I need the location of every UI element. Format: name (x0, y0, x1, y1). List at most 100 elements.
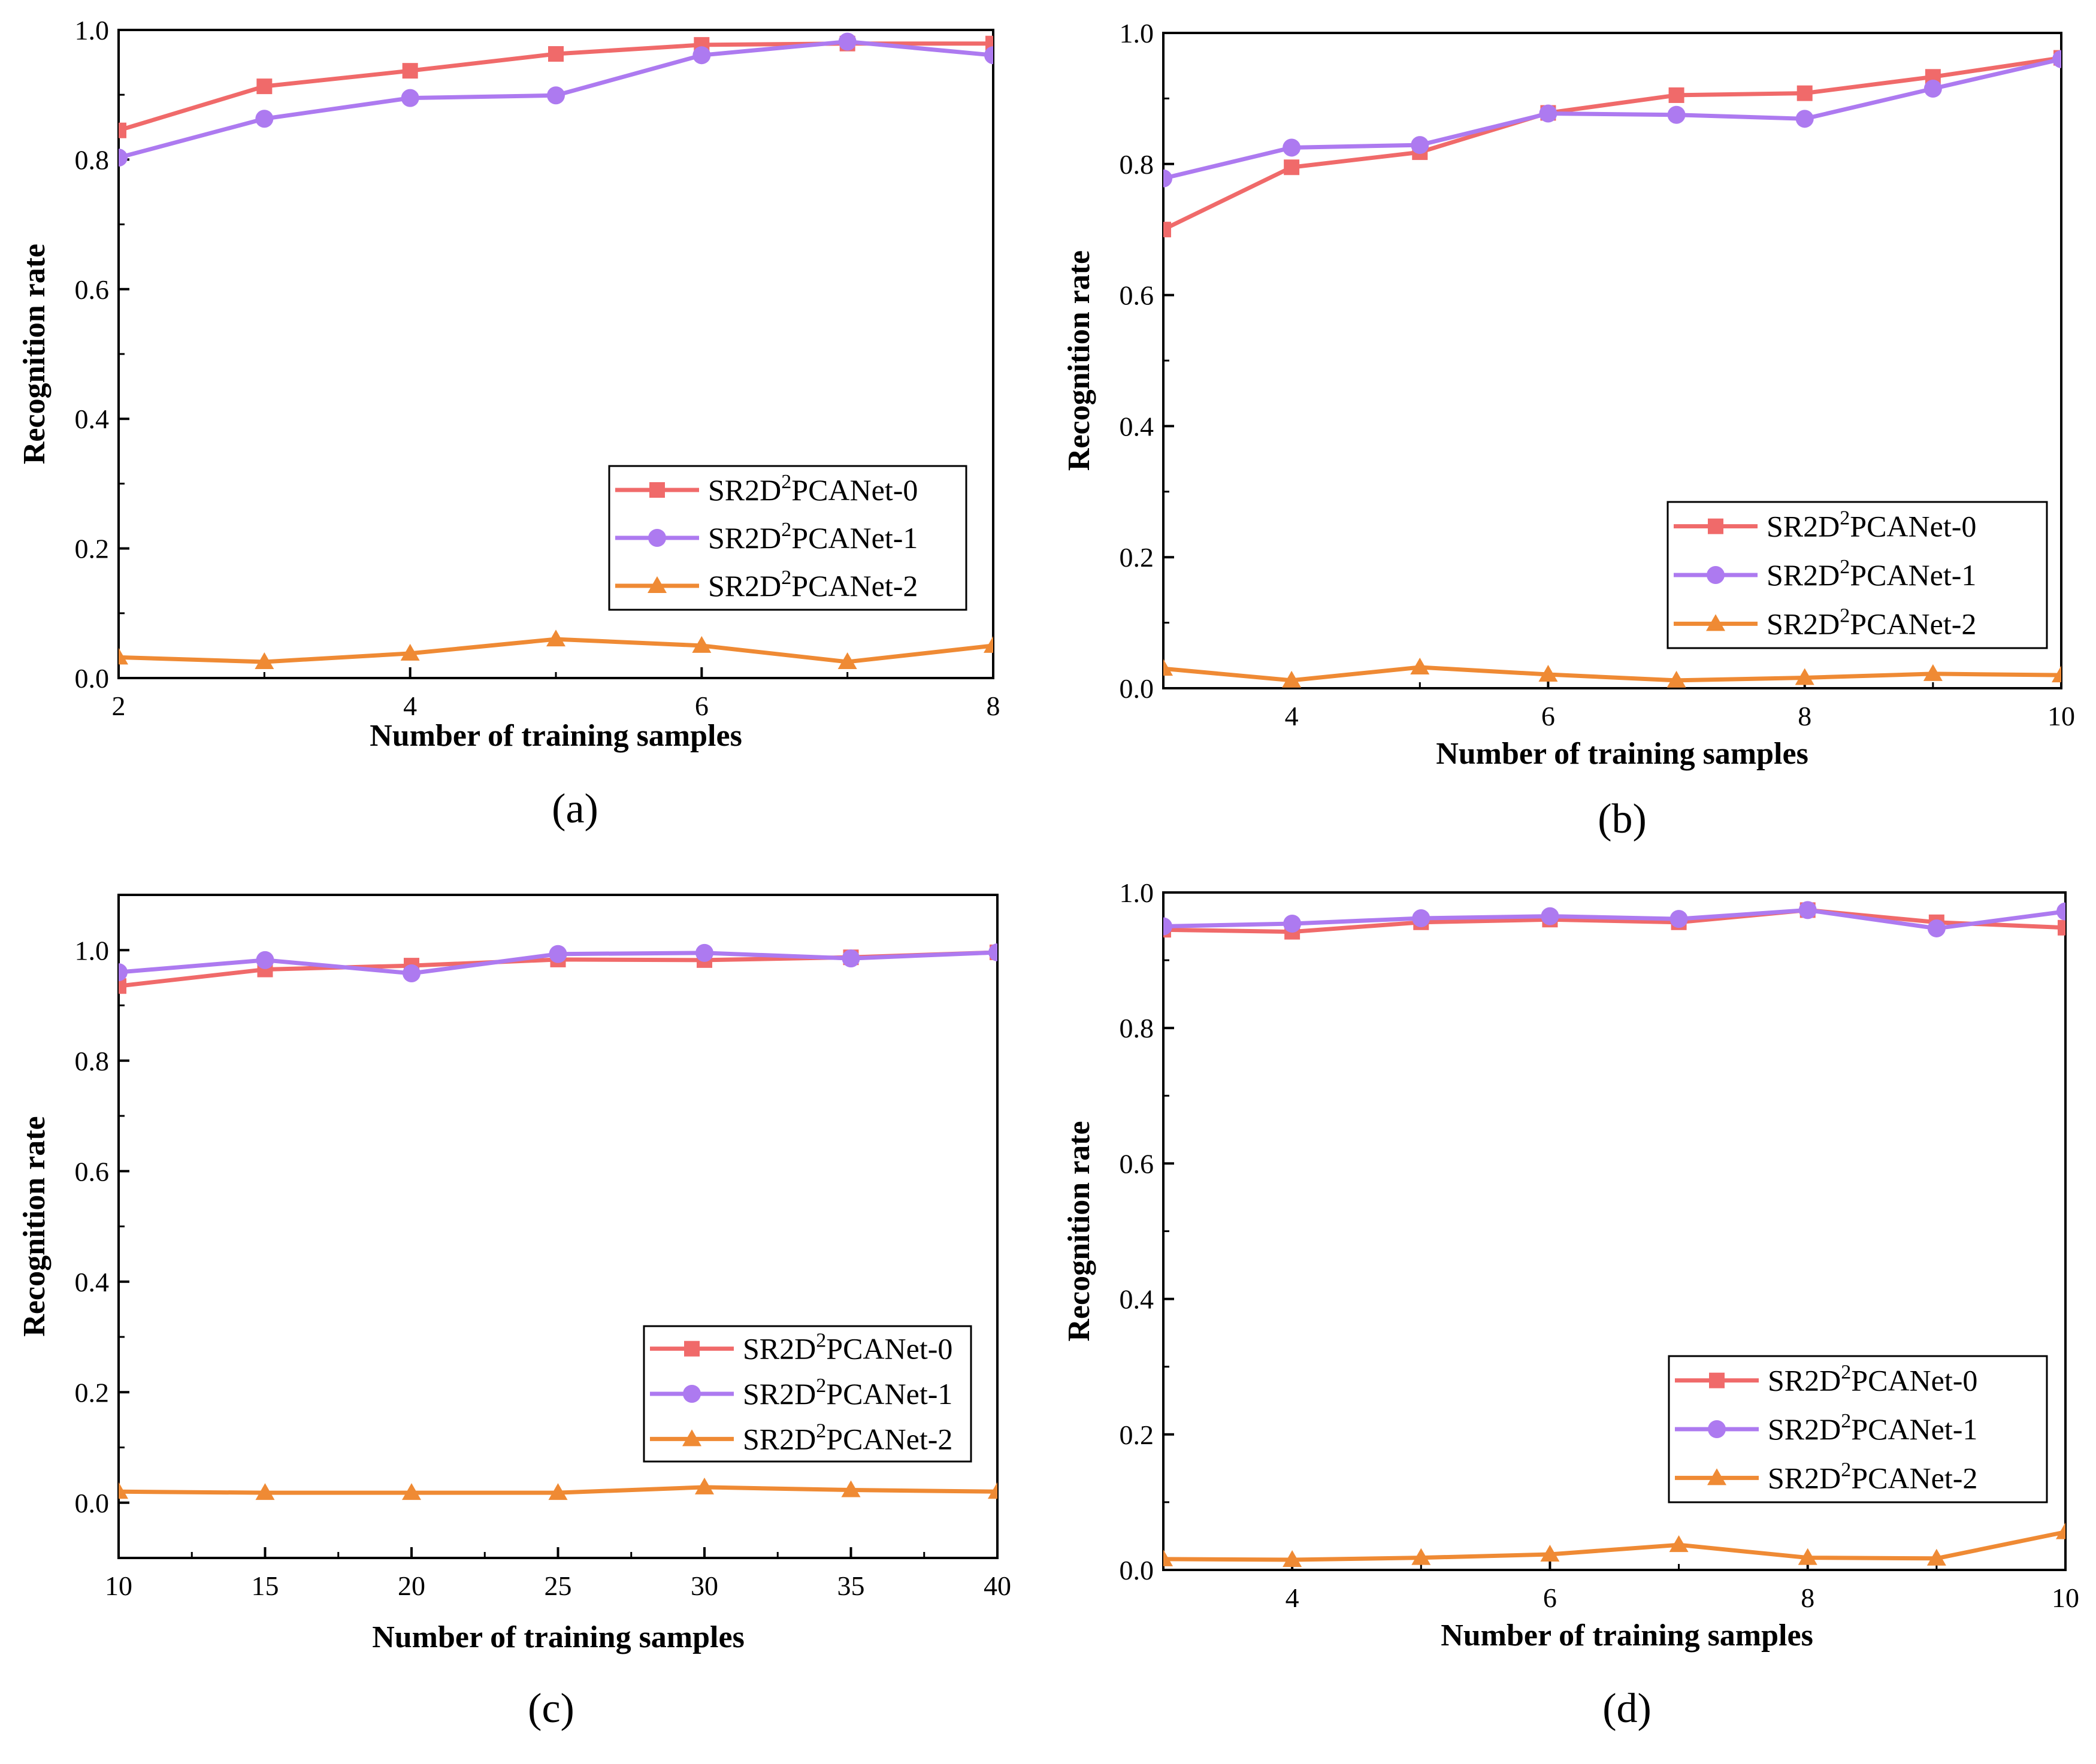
y-tick-label: 1.0 (1120, 18, 1154, 49)
y-tick-label: 0.6 (1120, 280, 1154, 311)
panel-caption: (c) (528, 1686, 574, 1732)
data-point (1283, 138, 1301, 157)
data-area (119, 943, 997, 1500)
legend: SR2D2PCANet-0 SR2D2PCANet-1 SR2D2PCANet-2 (608, 465, 967, 611)
data-point (1283, 1550, 1302, 1568)
legend-swatch-marker (1707, 566, 1725, 584)
data-point (1923, 664, 1943, 681)
chart-panel-b: 0.0 0.2 0.4 0.6 0.8 1.0 4 6 8 10 Number of trainin… (1062, 18, 2075, 842)
data-point (256, 78, 273, 95)
data-point (988, 1482, 997, 1499)
series-line-0 (1163, 907, 2065, 934)
data-point (695, 1477, 714, 1494)
data-point (548, 1483, 568, 1500)
data-point (1540, 1544, 1560, 1562)
data-point (1411, 136, 1429, 155)
legend: SR2D2PCANet-0 SR2D2PCANet-1 SR2D2PCANet-2 (643, 1325, 972, 1463)
legend-swatch-marker (1709, 1372, 1725, 1388)
legend-swatch-marker (1708, 1420, 1726, 1438)
data-point (1541, 907, 1559, 925)
data-point (1798, 1548, 1817, 1565)
data-point (1163, 659, 1173, 676)
data-point (547, 86, 565, 105)
y-tick-label: 0.4 (75, 1267, 110, 1297)
chart-panel-a: 0.0 0.2 0.4 0.6 0.8 1.0 2 4 6 8 Number of training… (17, 15, 1000, 832)
legend-label: SR2D2PCANet-0 (1768, 1361, 1977, 1397)
y-tick-label: 0.0 (1120, 1555, 1154, 1586)
y-tick-label: 0.2 (75, 534, 110, 564)
chart-panel-c: 0.0 0.2 0.4 0.6 0.8 1.0 10 15 20 25 30 35 40 Number o… (17, 894, 1011, 1732)
y-tick-label: 0.2 (1120, 542, 1154, 573)
legend-swatch-marker (1706, 614, 1725, 631)
x-tick-label: 10 (2052, 1583, 2079, 1613)
data-point (2056, 1522, 2065, 1539)
data-point (546, 630, 565, 647)
data-point (256, 951, 274, 969)
data-point (119, 1482, 128, 1499)
y-tick-label: 0.8 (1120, 149, 1154, 180)
data-point (984, 636, 993, 653)
x-axis-title: Number of training samples (372, 1620, 745, 1654)
data-point (119, 963, 128, 982)
legend-label: SR2D2PCANet-1 (708, 519, 918, 555)
series-line-0 (1163, 56, 2061, 232)
x-axis-title: Number of training samples (1441, 1618, 1813, 1653)
y-axis-title: Recognition rate (1062, 1121, 1096, 1341)
y-tick-label: 0.8 (75, 1046, 110, 1076)
x-tick-label: 4 (403, 691, 417, 721)
legend: SR2D2PCANet-0 SR2D2PCANet-1 SR2D2PCANet-2 (1668, 1355, 2048, 1503)
data-point (548, 46, 564, 62)
data-point (695, 943, 713, 962)
data-point (2052, 665, 2061, 683)
data-point (1796, 85, 1813, 101)
data-point (1411, 1548, 1431, 1565)
series-line-1 (1163, 907, 2065, 931)
legend-label: SR2D2PCANet-1 (743, 1375, 952, 1411)
y-axis-title: Recognition rate (17, 1116, 52, 1336)
data-point (984, 46, 993, 65)
data-point (119, 122, 126, 138)
data-area (1163, 50, 2061, 688)
data-point (988, 943, 997, 961)
data-point (1667, 105, 1686, 124)
legend-swatch-marker (682, 1429, 701, 1447)
y-axis-title: Recognition rate (1062, 250, 1096, 471)
data-point (1669, 910, 1688, 928)
data-area (1163, 901, 2065, 1568)
y-tick-label: 0.2 (75, 1377, 110, 1408)
data-point (255, 110, 274, 128)
y-tick-label: 0.4 (75, 404, 110, 434)
data-point (401, 89, 419, 107)
data-point (255, 652, 274, 669)
panel-caption: (b) (1598, 796, 1647, 842)
legend: SR2D2PCANet-0 SR2D2PCANet-1 SR2D2PCANet-2 (1666, 501, 2048, 649)
legend-swatch-marker (1707, 1468, 1726, 1485)
legend-swatch-marker (684, 1341, 700, 1357)
data-point (2056, 902, 2065, 921)
data-point (842, 949, 860, 968)
x-tick-label: 20 (398, 1571, 425, 1601)
legend-swatch-marker (648, 529, 666, 547)
data-point (119, 978, 126, 994)
data-point (1284, 159, 1300, 176)
y-tick-label: 0.0 (1120, 673, 1154, 704)
legend-label: SR2D2PCANet-0 (743, 1330, 952, 1366)
data-point (1668, 87, 1684, 103)
y-tick-label: 1.0 (75, 15, 110, 46)
data-point (837, 652, 857, 669)
data-point (255, 1483, 275, 1500)
data-point (1163, 222, 1171, 238)
x-tick-label: 8 (1798, 701, 1811, 731)
data-area (119, 32, 993, 669)
legend-swatch-marker (648, 576, 667, 593)
data-point (1163, 1549, 1173, 1566)
legend-label: SR2D2PCANet-2 (743, 1420, 952, 1456)
data-point (1410, 657, 1430, 674)
legend-swatch-marker (683, 1385, 701, 1403)
legend-swatch-marker (1708, 518, 1723, 534)
series-line-1 (1163, 57, 2061, 181)
data-point (400, 643, 420, 661)
y-tick-label: 0.8 (1120, 1013, 1154, 1043)
legend-label: SR2D2PCANet-2 (1767, 604, 1976, 640)
data-point (402, 1483, 421, 1500)
